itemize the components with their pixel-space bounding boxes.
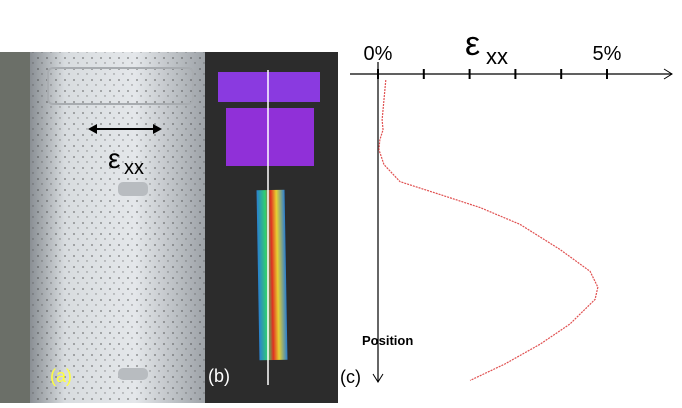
data-line [378,80,599,382]
photo-b: (b) [205,52,338,403]
x-tick-label: 5% [593,43,622,65]
panel-label: (a) [50,366,72,386]
x-tick-label: 0% [364,43,393,65]
photo-a: ε xx (a) [0,52,205,403]
y-axis-arrow [372,373,384,383]
y-axis-label: Position [362,333,413,348]
x-axis-symbol: ε [465,25,480,63]
x-axis-arrow [663,68,673,80]
strain-subscript: xx [124,157,144,179]
plot: 0% 5% ε xx Position (c) [340,25,673,387]
panel-label: (c) [340,367,361,387]
panel-label: (b) [208,366,230,386]
x-axis-subscript: xx [486,44,508,69]
strain-symbol: ε [108,143,120,174]
